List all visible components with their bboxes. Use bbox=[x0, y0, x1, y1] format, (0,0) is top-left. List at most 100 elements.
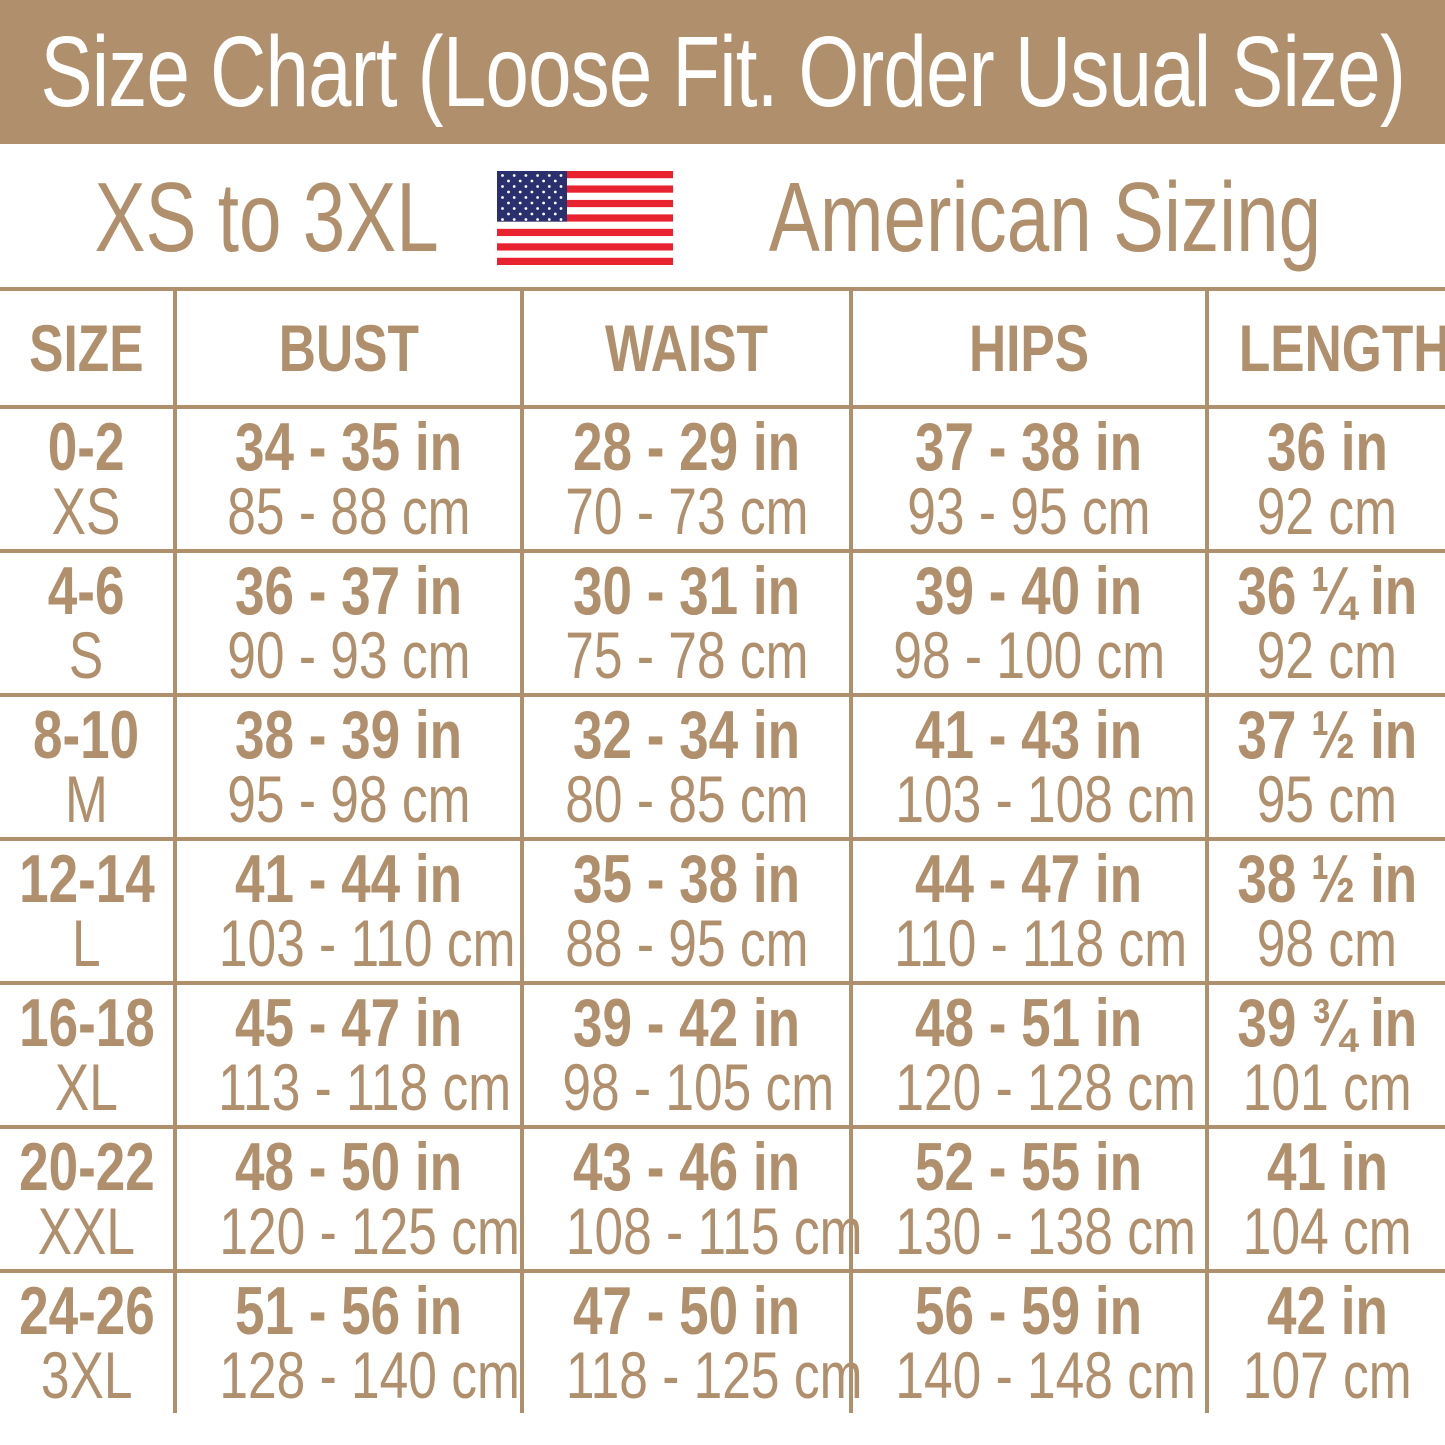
inch-value: 39 ¾ in bbox=[1237, 985, 1417, 1061]
numeric-size: 4-6 bbox=[48, 553, 125, 629]
column-header-label: LENGTH bbox=[1238, 311, 1445, 385]
cm-value: 98 cm bbox=[1256, 906, 1398, 980]
flag-stripe bbox=[497, 257, 674, 265]
inch-value: 39 - 40 in bbox=[915, 553, 1143, 629]
flag-star bbox=[548, 195, 551, 199]
cell-hips: 37 - 38 in 93 - 95 cm bbox=[849, 405, 1209, 553]
column-header-length: LENGTH bbox=[1205, 287, 1445, 409]
flag-star bbox=[548, 206, 551, 210]
cm-value: 108 - 115 cm bbox=[565, 1194, 863, 1268]
cell-size: 16-18 XL bbox=[0, 981, 177, 1129]
cell-hips: 56 - 59 in 140 - 148 cm bbox=[849, 1269, 1209, 1413]
inch-value: 47 - 50 in bbox=[572, 1273, 801, 1349]
flag-star bbox=[518, 190, 522, 193]
flag-star bbox=[524, 206, 528, 210]
size-table: SIZE BUST WAIST HIPS LENGTH 0-2 XS 34 - 35 in 8… bbox=[0, 287, 1445, 1413]
inch-value: 28 - 29 in bbox=[572, 409, 801, 485]
flag-star bbox=[542, 212, 546, 215]
inch-value: 41 - 44 in bbox=[234, 841, 463, 917]
flag-star bbox=[512, 217, 516, 221]
sizing-label: American Sizing bbox=[768, 162, 1322, 272]
flag-star bbox=[542, 190, 546, 193]
inch-value: 30 - 31 in bbox=[572, 553, 801, 629]
cm-value: 90 - 93 cm bbox=[226, 618, 471, 692]
inch-value: 56 - 59 in bbox=[915, 1273, 1143, 1349]
flag-star bbox=[530, 190, 534, 193]
numeric-size: 12-14 bbox=[19, 841, 155, 917]
cm-value: 101 cm bbox=[1242, 1050, 1412, 1124]
inch-value: 43 - 46 in bbox=[572, 1129, 801, 1205]
inch-value: 32 - 34 in bbox=[572, 697, 801, 773]
flag-star bbox=[501, 184, 505, 188]
letter-size: L bbox=[72, 906, 101, 980]
title-banner: Size Chart (Loose Fit. Order Usual Size) bbox=[0, 0, 1445, 144]
column-header-size: SIZE bbox=[0, 287, 177, 409]
inch-value: 39 - 42 in bbox=[572, 985, 801, 1061]
flag-star bbox=[548, 217, 551, 221]
table-row: 12-14 L 41 - 44 in 103 - 110 cm 35 - 38 in 88… bbox=[0, 837, 1445, 985]
inch-value: 37 ½ in bbox=[1237, 697, 1417, 773]
cell-size: 0-2 XS bbox=[0, 405, 177, 553]
letter-size: XL bbox=[55, 1050, 118, 1124]
cell-hips: 41 - 43 in 103 - 108 cm bbox=[849, 693, 1209, 841]
cell-hips: 44 - 47 in 110 - 118 cm bbox=[849, 837, 1209, 985]
flag-star bbox=[507, 190, 511, 193]
inch-value: 38 - 39 in bbox=[234, 697, 463, 773]
flag-star bbox=[501, 206, 505, 210]
cell-bust: 48 - 50 in 120 - 125 cm bbox=[173, 1125, 524, 1273]
cm-value: 98 - 105 cm bbox=[562, 1050, 835, 1124]
cell-waist: 30 - 31 in 75 - 78 cm bbox=[520, 549, 853, 697]
cell-bust: 36 - 37 in 90 - 93 cm bbox=[173, 549, 524, 697]
numeric-size: 8-10 bbox=[33, 697, 140, 773]
cell-waist: 43 - 46 in 108 - 115 cm bbox=[520, 1125, 862, 1273]
flag-star bbox=[512, 184, 516, 188]
flag-star bbox=[512, 206, 516, 210]
flag-star bbox=[507, 212, 511, 215]
flag-star bbox=[518, 201, 522, 204]
flag-star bbox=[548, 173, 551, 177]
cm-value: 140 - 148 cm bbox=[895, 1338, 1196, 1412]
column-header-hips: HIPS bbox=[849, 287, 1209, 409]
table-row: 24-26 3XL 51 - 56 in 128 - 140 cm 47 - 50 in… bbox=[0, 1269, 1445, 1413]
inch-value: 48 - 50 in bbox=[234, 1129, 463, 1205]
cell-waist: 32 - 34 in 80 - 85 cm bbox=[520, 693, 853, 841]
numeric-size: 20-22 bbox=[19, 1129, 155, 1205]
flag-star bbox=[554, 212, 557, 215]
column-header-label: BUST bbox=[278, 311, 419, 385]
cell-waist: 28 - 29 in 70 - 73 cm bbox=[520, 405, 853, 553]
flag-star bbox=[536, 184, 540, 188]
flag-stripe bbox=[497, 242, 674, 251]
cm-value: 107 cm bbox=[1242, 1338, 1412, 1412]
numeric-size: 16-18 bbox=[19, 985, 155, 1061]
cell-waist: 35 - 38 in 88 - 95 cm bbox=[520, 837, 853, 985]
flag-star bbox=[542, 201, 546, 204]
flag-star bbox=[548, 184, 551, 188]
flag-star bbox=[512, 195, 516, 199]
flag-star bbox=[524, 184, 528, 188]
inch-value: 36 ¼ in bbox=[1237, 553, 1417, 629]
table-row: 16-18 XL 45 - 47 in 113 - 118 cm 39 - 42 in 9… bbox=[0, 981, 1445, 1129]
cm-value: 80 - 85 cm bbox=[564, 762, 809, 836]
cell-waist: 39 - 42 in 98 - 105 cm bbox=[520, 981, 853, 1129]
inch-value: 42 in bbox=[1266, 1273, 1388, 1349]
cm-value: 75 - 78 cm bbox=[564, 618, 809, 692]
letter-size: M bbox=[65, 762, 108, 836]
cell-size: 8-10 M bbox=[0, 693, 177, 841]
table-row: 8-10 M 38 - 39 in 95 - 98 cm 32 - 34 in 80 - … bbox=[0, 693, 1445, 841]
cell-size: 12-14 L bbox=[0, 837, 177, 985]
flag-star bbox=[554, 201, 557, 204]
flag-stripe bbox=[497, 170, 674, 179]
letter-size: XS bbox=[52, 474, 121, 548]
inch-value: 51 - 56 in bbox=[234, 1273, 463, 1349]
table-row: 0-2 XS 34 - 35 in 85 - 88 cm 28 - 29 in 70 - … bbox=[0, 405, 1445, 553]
cell-length: 37 ½ in 95 cm bbox=[1205, 693, 1445, 841]
column-header-bust: BUST bbox=[173, 287, 524, 409]
inch-value: 41 in bbox=[1266, 1129, 1388, 1205]
flag-star bbox=[536, 173, 540, 177]
cell-bust: 41 - 44 in 103 - 110 cm bbox=[173, 837, 524, 985]
letter-size: XXL bbox=[37, 1194, 136, 1268]
table-row: 4-6 S 36 - 37 in 90 - 93 cm 30 - 31 in 75 - 7… bbox=[0, 549, 1445, 697]
page-title: Size Chart (Loose Fit. Order Usual Size) bbox=[40, 15, 1405, 128]
column-header-label: SIZE bbox=[29, 311, 144, 385]
inch-value: 36 - 37 in bbox=[234, 553, 463, 629]
